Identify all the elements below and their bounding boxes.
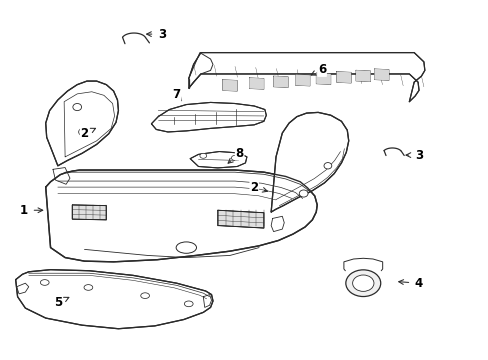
Text: 5: 5 — [54, 296, 69, 309]
Text: 6: 6 — [310, 63, 325, 76]
Polygon shape — [72, 205, 106, 220]
Polygon shape — [188, 53, 424, 102]
Ellipse shape — [200, 153, 206, 158]
Polygon shape — [217, 210, 264, 228]
Text: 8: 8 — [227, 147, 244, 163]
Text: 7: 7 — [172, 88, 181, 101]
Polygon shape — [222, 80, 237, 91]
Polygon shape — [249, 78, 264, 89]
Ellipse shape — [84, 285, 93, 290]
Ellipse shape — [345, 270, 380, 297]
Polygon shape — [295, 75, 309, 86]
Text: 3: 3 — [405, 149, 422, 162]
Ellipse shape — [79, 128, 88, 136]
Polygon shape — [151, 103, 266, 132]
Text: 4: 4 — [398, 277, 422, 290]
Text: 1: 1 — [20, 204, 42, 217]
Polygon shape — [336, 72, 350, 83]
Ellipse shape — [352, 275, 373, 291]
Ellipse shape — [41, 280, 49, 285]
Polygon shape — [190, 152, 246, 168]
Text: 3: 3 — [146, 28, 166, 41]
Ellipse shape — [73, 103, 81, 111]
Polygon shape — [16, 270, 213, 329]
Ellipse shape — [176, 242, 196, 253]
Text: 2: 2 — [81, 127, 95, 140]
Ellipse shape — [184, 301, 193, 307]
Polygon shape — [45, 81, 118, 166]
Ellipse shape — [324, 163, 331, 169]
Text: 2: 2 — [250, 181, 267, 194]
Polygon shape — [271, 112, 348, 212]
Polygon shape — [316, 73, 330, 85]
Ellipse shape — [299, 190, 307, 197]
Polygon shape — [273, 76, 287, 87]
Polygon shape — [45, 170, 317, 262]
Ellipse shape — [231, 156, 238, 161]
Ellipse shape — [141, 293, 149, 298]
Polygon shape — [374, 69, 388, 80]
Polygon shape — [355, 70, 370, 82]
